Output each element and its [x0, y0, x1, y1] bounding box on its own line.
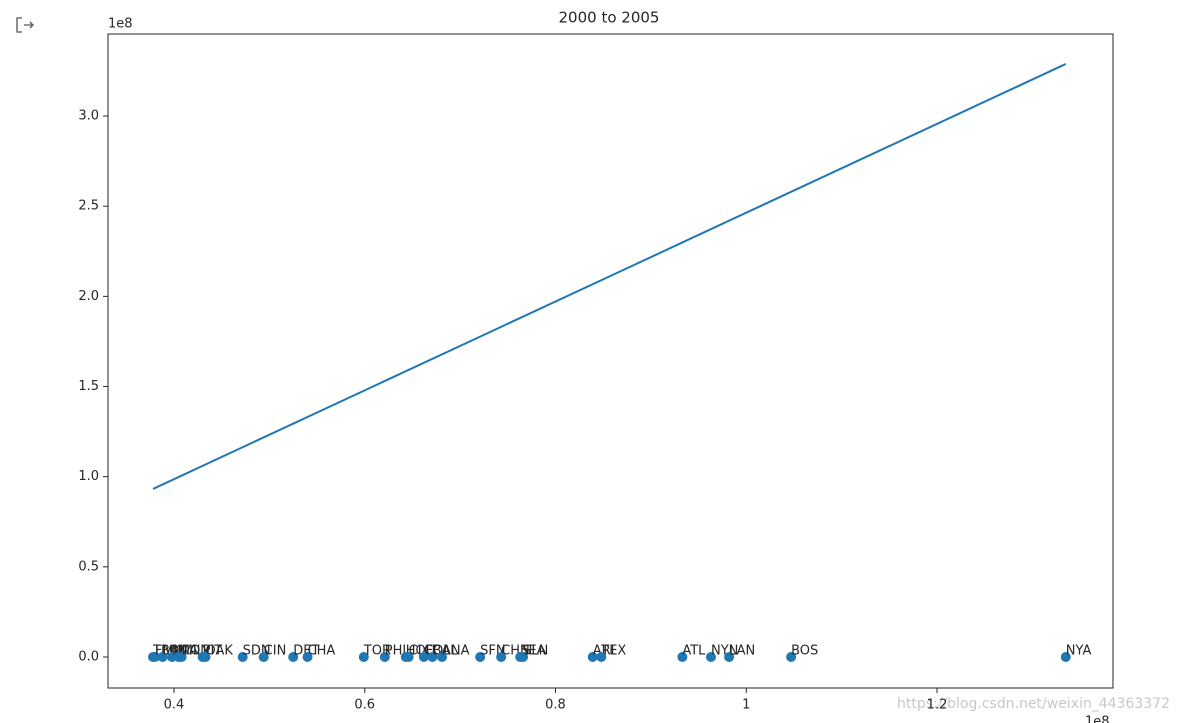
point-label: CIN [264, 643, 287, 658]
point [724, 651, 735, 662]
y-tick-label: 2.0 [78, 289, 99, 304]
plot-frame [107, 33, 1114, 689]
point [418, 651, 429, 662]
point [518, 651, 529, 662]
point-label: BOS [791, 643, 818, 658]
watermark: https://blog.csdn.net/weixin_44363372 [897, 696, 1170, 712]
point [302, 651, 313, 662]
x-tick-label: 1 [742, 698, 750, 713]
point-label: LAN [729, 643, 755, 658]
y-tick-label: 1.0 [78, 469, 99, 484]
point [437, 651, 448, 662]
point [157, 651, 168, 662]
point [149, 651, 160, 662]
point [200, 651, 211, 662]
point [587, 651, 598, 662]
point-label: SLN [523, 643, 548, 658]
point [237, 651, 248, 662]
point [403, 651, 414, 662]
y-tick-label: 2.5 [78, 199, 99, 214]
y-tick-label: 1.5 [78, 379, 99, 394]
point-label: PHI [385, 643, 406, 658]
x-tick-label: 0.8 [545, 698, 566, 713]
point-label: DET [293, 643, 319, 658]
y-tick-label: 0.0 [78, 649, 99, 664]
point-label: CHA [308, 643, 336, 658]
point-label: TEX [600, 643, 626, 658]
point-label: ATL [682, 643, 706, 658]
x-offset-label: 1e8 [1085, 715, 1110, 723]
y-tick-label: 0.5 [78, 559, 99, 574]
x-tick-label: 0.6 [354, 698, 375, 713]
y-offset-label: 1e8 [108, 17, 133, 32]
output-icon [16, 17, 34, 33]
point [358, 651, 369, 662]
point [475, 651, 486, 662]
point [786, 651, 797, 662]
x-tick-label: 0.4 [164, 698, 185, 713]
fit-line [152, 63, 1067, 490]
point [176, 651, 187, 662]
point [677, 651, 688, 662]
point-label: NYA [1066, 643, 1092, 658]
point [427, 651, 438, 662]
point [496, 651, 507, 662]
point [258, 651, 269, 662]
y-tick-label: 3.0 [78, 109, 99, 124]
point-label: ANA [442, 643, 470, 658]
chart-title: 2000 to 2005 [559, 9, 660, 27]
point [705, 651, 716, 662]
point-label: OAK [205, 643, 233, 658]
point [379, 651, 390, 662]
point [596, 651, 607, 662]
x-tick-label: 1.2 [927, 698, 948, 713]
point [1060, 651, 1071, 662]
point [288, 651, 299, 662]
